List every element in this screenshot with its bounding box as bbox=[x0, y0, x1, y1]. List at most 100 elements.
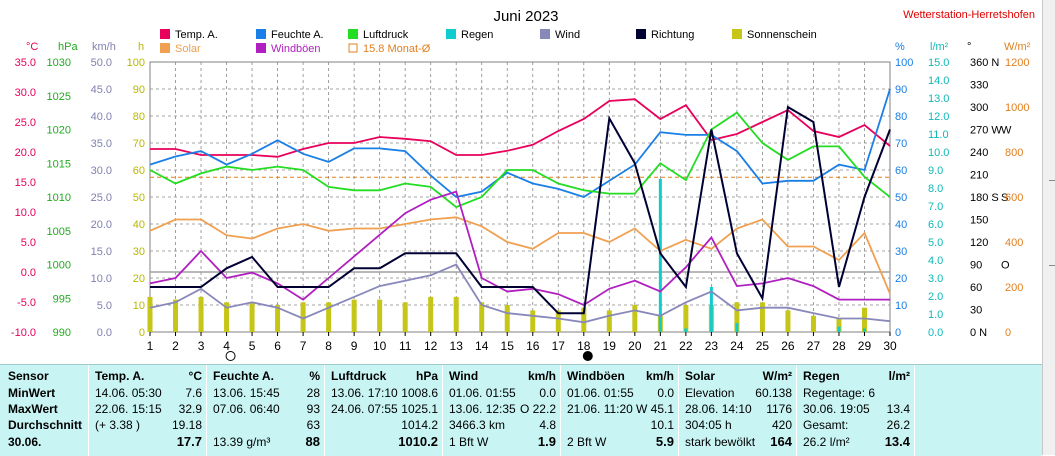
temp-label: (+ 3.38 ) bbox=[95, 418, 141, 432]
rain-axis-tick: 14.0 bbox=[928, 75, 949, 87]
sunshine-bar bbox=[453, 296, 459, 332]
rain-axis-tick: 5.0 bbox=[928, 237, 943, 249]
hpa-axis-tick: 990 bbox=[53, 327, 71, 339]
deg-axis-tick: 90 bbox=[970, 260, 982, 272]
legend-swatch bbox=[732, 29, 742, 39]
temp-value: 19.18 bbox=[171, 418, 202, 432]
x-tick-label: 27 bbox=[807, 339, 821, 353]
windboeen-unit: km/h bbox=[645, 369, 674, 383]
h-axis-tick: 90 bbox=[133, 84, 145, 96]
feuchte-value: 88 bbox=[305, 434, 320, 449]
kmh-axis-tick: 10.0 bbox=[91, 273, 112, 285]
h-axis-tick: 30 bbox=[133, 246, 145, 258]
wind-label: 1 Bft W bbox=[449, 435, 489, 449]
solar-axis-tick: 1000 bbox=[1005, 102, 1029, 114]
kmh-axis-tick: 5.0 bbox=[97, 300, 112, 312]
sunshine-bar bbox=[785, 310, 791, 332]
h-axis-tick: 60 bbox=[133, 165, 145, 177]
wind-value: 4.8 bbox=[539, 418, 556, 432]
windboeen-label: 21.06. 11:20 bbox=[567, 402, 633, 416]
pct-unit-label: % bbox=[895, 41, 905, 53]
legend-swatch bbox=[160, 43, 170, 53]
solar-unit: W/m² bbox=[762, 369, 792, 383]
legend-swatch bbox=[160, 29, 170, 39]
hpa-unit-label: hPa bbox=[58, 41, 78, 53]
rain-axis-tick: 11.0 bbox=[928, 129, 949, 141]
hpa-axis-tick: 1025 bbox=[47, 91, 71, 103]
hpa-axis-tick: 1000 bbox=[47, 260, 71, 272]
deg-marker: O bbox=[1001, 260, 1010, 272]
temp-unit-label: °C bbox=[26, 41, 38, 53]
rain-axis-tick: 12.0 bbox=[928, 111, 949, 123]
windboeen-label: 2 Bft W bbox=[567, 435, 607, 449]
sunshine-bar bbox=[479, 302, 485, 332]
legend-swatch bbox=[256, 43, 266, 53]
solar-axis-tick: 1200 bbox=[1005, 57, 1029, 69]
rain-axis-tick: 3.0 bbox=[928, 273, 943, 285]
feuchte-value: 63 bbox=[306, 418, 320, 432]
feuchte-a-line bbox=[149, 88, 891, 198]
temp-axis-tick: 5.0 bbox=[21, 237, 36, 249]
x-tick-label: 15 bbox=[501, 339, 515, 353]
station-link[interactable]: Wetterstation-Herretshofen bbox=[903, 9, 1035, 21]
solar-axis-tick: 800 bbox=[1005, 147, 1023, 159]
deg-axis-tick: 330 bbox=[970, 80, 988, 92]
temp-axis-tick: -10.0 bbox=[11, 327, 36, 339]
luftdruck-label: 24.06. 07:55 bbox=[331, 402, 398, 416]
wind-value: 0.0 bbox=[539, 386, 556, 400]
temp-axis-tick: 15.0 bbox=[15, 177, 36, 189]
pct-axis-tick: 80 bbox=[895, 111, 907, 123]
feuchte-label: 07.06. 06:40 bbox=[213, 402, 280, 416]
temp-a-line bbox=[150, 98, 891, 158]
chart-grid bbox=[149, 61, 891, 333]
luftdruck-value: 1025.1 bbox=[401, 402, 438, 416]
legend-swatch bbox=[256, 29, 266, 39]
hpa-axis-tick: 995 bbox=[53, 293, 71, 305]
deg-axis-tick: 0 N bbox=[970, 327, 987, 339]
legend-swatch bbox=[348, 29, 358, 39]
regen-value: 13.4 bbox=[884, 434, 910, 449]
hpa-axis-tick: 1005 bbox=[47, 226, 71, 238]
deg-axis-tick: 360 N bbox=[970, 57, 999, 69]
sunshine-bar bbox=[275, 305, 281, 332]
deg-unit-label: ° bbox=[967, 41, 971, 53]
sunshine-bar bbox=[173, 299, 179, 332]
weather-chart: 35.030.025.020.015.010.05.00.0-5.0-10.01… bbox=[11, 8, 1035, 361]
rain-axis-tick: 10.0 bbox=[928, 147, 949, 159]
x-tick-label: 6 bbox=[274, 339, 281, 353]
x-tick-label: 17 bbox=[552, 339, 566, 353]
rain-bar bbox=[862, 328, 866, 332]
temp-label: 22.06. 15:15 bbox=[95, 402, 162, 416]
temp-value: 32.9 bbox=[178, 402, 202, 416]
sunshine-bar bbox=[351, 299, 357, 332]
hpa-axis-tick: 1030 bbox=[47, 57, 71, 69]
rain-axis-tick: 2.0 bbox=[928, 291, 943, 303]
solar-label: stark bewölkt bbox=[685, 435, 756, 449]
sunshine-bar bbox=[632, 305, 638, 332]
wind-label: 13.06. 12:35 bbox=[449, 402, 516, 416]
x-tick-label: 10 bbox=[373, 339, 387, 353]
sunshine-bar bbox=[249, 302, 255, 332]
rain-axis-tick: 15.0 bbox=[928, 57, 949, 69]
kmh-axis-tick: 15.0 bbox=[91, 246, 112, 258]
solar-axis-tick: 200 bbox=[1005, 282, 1023, 294]
kmh-axis-tick: 40.0 bbox=[91, 111, 112, 123]
luftdruck-value: 1010.2 bbox=[398, 434, 438, 449]
sunshine-bar bbox=[504, 305, 510, 332]
sensor-column: Sensor MinWert MaxWert Durchschnitt 30.0… bbox=[0, 365, 88, 456]
hpa-axis-tick: 1015 bbox=[47, 158, 71, 170]
solar-axis-tick: 0 bbox=[1005, 327, 1011, 339]
h-axis-tick: 0 bbox=[139, 327, 145, 339]
solar-unit-label: W/m² bbox=[1004, 41, 1031, 53]
pct-axis-tick: 90 bbox=[895, 84, 907, 96]
x-tick-label: 24 bbox=[730, 339, 744, 353]
rain-axis-tick: 7.0 bbox=[928, 201, 943, 213]
chart-axes: 35.030.025.020.015.010.05.00.0-5.0-10.01… bbox=[11, 41, 1031, 361]
sunshine-bar bbox=[428, 296, 434, 332]
scroll-edge[interactable] bbox=[1042, 0, 1055, 455]
temp-value: 17.7 bbox=[176, 434, 202, 449]
row-label-max: MaxWert bbox=[8, 402, 58, 416]
wind-label: 01.06. 01:55 bbox=[449, 386, 516, 400]
legend-label: Regen bbox=[461, 29, 493, 41]
x-tick-label: 26 bbox=[781, 339, 795, 353]
